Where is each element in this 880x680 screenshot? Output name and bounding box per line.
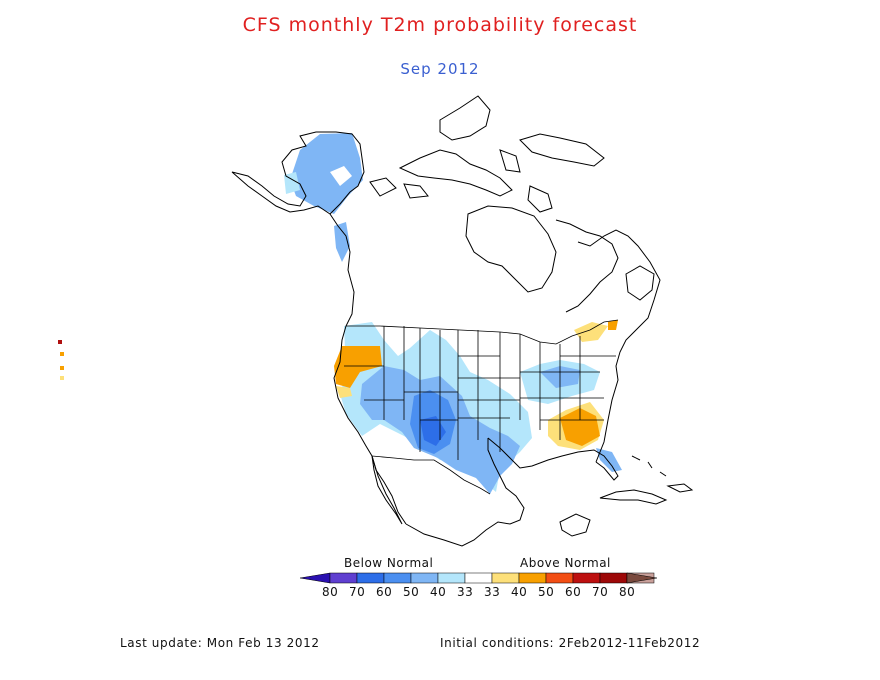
labrador-coast (555, 219, 619, 313)
mexico-coast (405, 438, 525, 547)
colorbar-tick-label: 50 (403, 585, 420, 599)
shade-southwest-core (420, 416, 446, 446)
shade-newengland-orange (608, 320, 618, 330)
colorbar-tick-label: 70 (349, 585, 366, 599)
colorbar (299, 572, 658, 584)
shade-florida-blue (596, 448, 622, 472)
political-boundaries (344, 319, 619, 495)
arctic-islands-5 (527, 185, 553, 213)
probability-shading (284, 133, 622, 494)
state-lines-east (520, 336, 616, 440)
bahamas (631, 455, 667, 477)
colorbar-tick-label: 50 (538, 585, 555, 599)
colorbar-right-arrow (626, 572, 658, 584)
last-update: Last update: Mon Feb 13 2012 (120, 636, 320, 650)
shade-oregon-edge (336, 386, 352, 398)
below-normal-label: Below Normal (344, 556, 434, 570)
hudson-bay (465, 205, 557, 293)
colorbar-below-segment (329, 572, 358, 584)
arctic-islands-2 (439, 95, 491, 141)
above-normal-label: Above Normal (520, 556, 611, 570)
hispaniola (666, 483, 694, 493)
colorbar-below-segments (329, 572, 466, 584)
state-lines-west (344, 326, 459, 460)
colorbar-neutral (464, 572, 493, 584)
coastlines (231, 95, 694, 547)
shade-newengland-above (574, 322, 608, 342)
map-title: CFS monthly T2m probability forecast (242, 14, 638, 36)
colorbar-left-arrow (299, 572, 331, 584)
east-coast (577, 229, 661, 463)
colorbar-tick-label: 33 (457, 585, 474, 599)
stray-markers (58, 340, 64, 380)
colorbar-above-segment (572, 572, 601, 584)
arctic-islands-6 (369, 177, 397, 197)
colorbar-tick-label: 40 (430, 585, 447, 599)
colorbar-above-segment (518, 572, 547, 584)
map-subtitle: Sep 2012 (400, 60, 480, 78)
colorbar-below-segment (383, 572, 412, 584)
arctic-islands-1 (398, 149, 513, 197)
alaska-coast (231, 131, 365, 215)
gulf-coast (487, 437, 619, 481)
cuba (599, 489, 668, 505)
yucatan (559, 513, 591, 537)
shade-alaska-light (330, 166, 352, 186)
us-canada-border (346, 319, 619, 345)
colorbar-above-segment (545, 572, 574, 584)
colorbar-tick-label: 70 (592, 585, 609, 599)
colorbar-above-segment (599, 572, 628, 584)
newfoundland (625, 265, 655, 301)
us-mexico-border (371, 455, 491, 495)
west-coast (329, 213, 407, 525)
shade-alaska-below (290, 133, 363, 214)
colorbar-below-segment (356, 572, 385, 584)
initial-conditions: Initial conditions: 2Feb2012-11Feb2012 (440, 636, 701, 650)
baja-peninsula (371, 455, 403, 525)
shade-oregon-above (334, 346, 382, 388)
arctic-islands-3 (519, 133, 605, 167)
colorbar-below-segment (410, 572, 439, 584)
colorbar-tick-label: 60 (376, 585, 393, 599)
colorbar-tick-label: 40 (511, 585, 528, 599)
arctic-islands-7 (403, 183, 429, 199)
colorbar-tick-label: 80 (322, 585, 339, 599)
state-lines-central (458, 330, 521, 452)
colorbar-tick-label: 60 (565, 585, 582, 599)
colorbar-above-segment (491, 572, 520, 584)
shade-bc-coast (334, 222, 350, 262)
arctic-islands-4 (499, 149, 521, 173)
shade-southeast-orange (560, 408, 600, 446)
colorbar-tick-label: 80 (619, 585, 636, 599)
colorbar-below-segment (437, 572, 466, 584)
colorbar-tick-label: 33 (484, 585, 501, 599)
